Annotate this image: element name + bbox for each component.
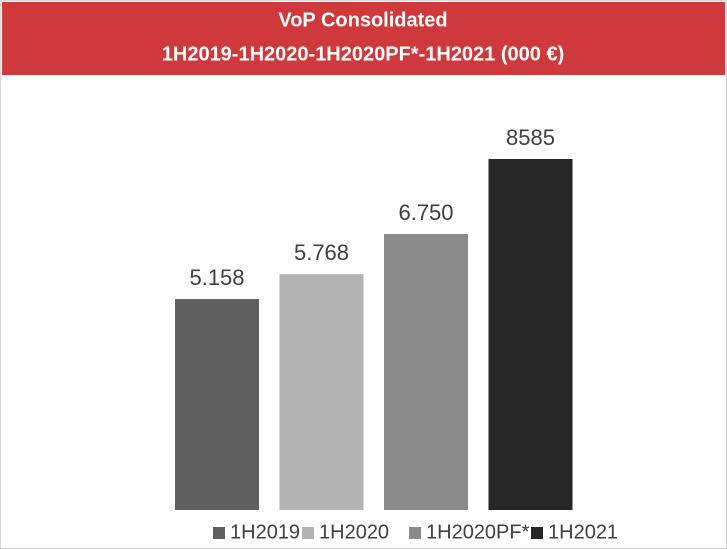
legend-swatch [213, 527, 225, 539]
chart-subtitle: 1H2019-1H2020-1H2020PF*-1H2021 (000 €) [162, 43, 564, 65]
legend-label: 1H2019 [230, 521, 300, 543]
legend-swatch [409, 527, 421, 539]
value-label: 5.158 [189, 265, 244, 290]
value-label: 5.768 [294, 240, 349, 265]
legend-swatch [531, 527, 543, 539]
chart-title: VoP Consolidated [278, 9, 447, 31]
bar [279, 274, 364, 510]
bar [175, 299, 259, 510]
legend-swatch [302, 527, 314, 539]
legend-label: 1H2021 [548, 521, 618, 543]
value-label: 8585 [506, 125, 555, 150]
legend-label: 1H2020 [319, 521, 389, 543]
title-banner [2, 2, 725, 75]
legend-label: 1H2020PF* [426, 521, 530, 543]
bar [384, 234, 468, 510]
value-label: 6.750 [398, 200, 453, 225]
bar [488, 159, 573, 510]
